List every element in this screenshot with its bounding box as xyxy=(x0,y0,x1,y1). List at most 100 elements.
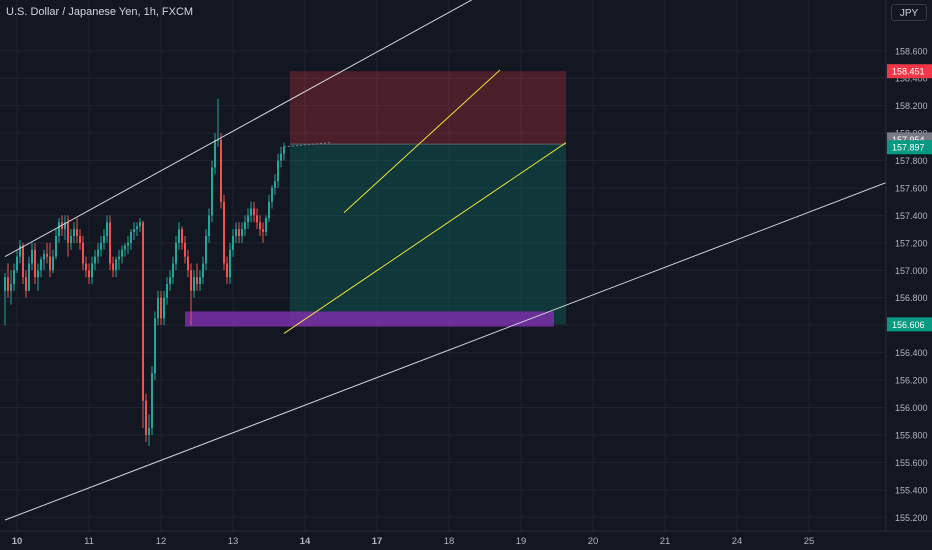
candle-body xyxy=(7,277,9,291)
candle-body xyxy=(277,160,279,182)
candle-body xyxy=(205,236,207,264)
drawing-zones[interactable] xyxy=(185,71,566,327)
candle-body xyxy=(109,222,111,264)
candle-body xyxy=(4,277,6,291)
candle-body xyxy=(106,222,108,236)
candle-body xyxy=(133,229,135,232)
time-tick-label: 20 xyxy=(588,536,599,547)
candle-body xyxy=(127,242,129,246)
candle-body xyxy=(88,270,90,278)
candle-body xyxy=(256,215,258,223)
trend-line xyxy=(343,69,501,214)
candle-body xyxy=(43,253,45,260)
price-label-text: 156.606 xyxy=(892,320,925,330)
currency-button[interactable]: JPY xyxy=(891,4,927,21)
candle-body xyxy=(190,270,192,291)
price-tick-label: 157.400 xyxy=(895,211,928,221)
candle-body xyxy=(118,256,120,260)
candle-body xyxy=(202,263,204,278)
candle-body xyxy=(151,373,153,429)
candle-body xyxy=(145,400,147,435)
candle-body xyxy=(34,249,36,278)
price-label-box xyxy=(887,317,932,332)
price-tick-label: 157.200 xyxy=(895,238,928,248)
price-tick-label: 155.200 xyxy=(895,513,928,523)
candle-body xyxy=(214,139,216,168)
candle-body xyxy=(223,201,225,264)
candle-body xyxy=(52,256,54,271)
candle-body xyxy=(262,229,264,232)
candle-body xyxy=(22,245,24,278)
candle-body xyxy=(28,263,30,291)
candle-body xyxy=(40,259,42,271)
price-label-text: 158.451 xyxy=(892,67,925,77)
candle-body xyxy=(160,297,162,319)
candle-body xyxy=(253,208,255,216)
time-scale[interactable]: 10 11 12 13 14 17 18 19 20 21 24 25 xyxy=(12,536,815,547)
trend-lines[interactable] xyxy=(4,0,891,521)
candle-body xyxy=(184,242,186,257)
time-tick-label: 10 xyxy=(12,536,23,547)
time-tick-label: 11 xyxy=(84,536,94,547)
candle-body xyxy=(199,277,201,285)
candle-body xyxy=(13,270,15,285)
candle-body xyxy=(211,167,213,216)
candle-body xyxy=(247,215,249,223)
price-tick-label: 155.800 xyxy=(895,430,928,440)
candle-body xyxy=(193,277,195,291)
trend-line xyxy=(283,142,567,334)
candle-body xyxy=(232,236,234,250)
candle-body xyxy=(244,222,246,230)
candle-body xyxy=(79,236,81,243)
candle-body xyxy=(181,229,183,243)
candle-body xyxy=(16,256,18,271)
grid-lines xyxy=(0,0,886,531)
candle-body xyxy=(85,263,87,271)
time-tick-label: 17 xyxy=(372,536,383,547)
price-tick-label: 157.800 xyxy=(895,156,928,166)
candle-body xyxy=(274,181,276,188)
candle-body xyxy=(226,263,228,278)
price-tick-label: 156.800 xyxy=(895,293,928,303)
candle-body xyxy=(46,253,48,257)
price-tick-label: 156.200 xyxy=(895,376,928,386)
candlestick-series xyxy=(4,98,331,446)
candle-body xyxy=(238,229,240,236)
candle-body xyxy=(139,222,141,227)
candle-body xyxy=(130,231,132,243)
candle-body xyxy=(103,236,105,243)
candle-body xyxy=(259,222,261,230)
time-tick-label: 13 xyxy=(228,536,239,547)
candle-body xyxy=(121,249,123,257)
candle-body xyxy=(229,249,231,278)
candle-body xyxy=(73,229,75,236)
candle-body xyxy=(175,242,177,264)
time-tick-label: 18 xyxy=(444,536,455,547)
time-tick-label: 19 xyxy=(516,536,527,547)
candle-body xyxy=(166,284,168,298)
candle-body xyxy=(250,208,252,216)
candle-body xyxy=(115,259,117,271)
candle-body xyxy=(49,256,51,271)
candle-body xyxy=(100,242,102,250)
candle-body xyxy=(31,249,33,264)
candle-body xyxy=(265,218,267,232)
candle-body xyxy=(142,222,144,401)
candle-body xyxy=(208,215,210,236)
candle-body xyxy=(64,222,66,230)
candle-body xyxy=(283,146,285,154)
candle-body xyxy=(220,139,222,202)
time-tick-label: 12 xyxy=(156,536,167,547)
candle-body xyxy=(196,277,198,285)
candle-body xyxy=(178,229,180,243)
candle-body xyxy=(163,297,165,319)
candle-body xyxy=(154,318,156,374)
price-scale-background xyxy=(886,0,932,531)
stop-loss-zone xyxy=(290,71,566,145)
time-tick-label: 24 xyxy=(732,536,743,547)
price-tick-label: 158.400 xyxy=(895,74,928,84)
candle-body xyxy=(172,263,174,278)
candle-body xyxy=(94,256,96,264)
